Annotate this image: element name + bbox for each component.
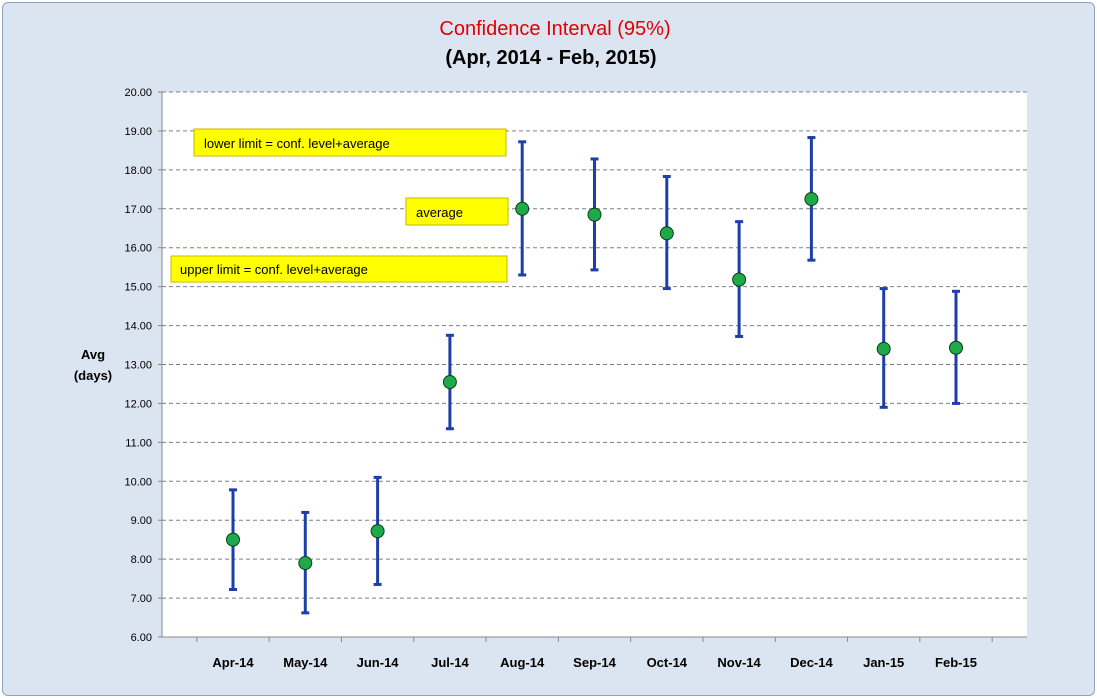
y-tick-label: 14.00 (124, 321, 152, 333)
average-point (659, 226, 674, 241)
average-point (226, 532, 240, 547)
y-tick-label: 10.00 (124, 476, 152, 488)
y-tick-label: 6.00 (131, 632, 152, 644)
x-tick-label: Jan-15 (863, 655, 904, 670)
average-point (804, 192, 819, 207)
y-tick-label: 12.00 (124, 398, 152, 410)
x-tick-labels: Apr-14 May-14 Jun-14 Jul-14 Aug-14 Sep-14 Oct-… (212, 655, 977, 670)
note-upper-limit-box (170, 255, 508, 283)
y-tick-label: 11.00 (125, 437, 152, 449)
x-tick-label: May-14 (283, 655, 328, 670)
y-tick-label: 8.00 (131, 554, 152, 566)
x-tick-label: Dec-14 (790, 655, 833, 670)
x-tick-label: Jul-14 (431, 655, 469, 670)
y-tick-labels: 6.00 7.00 8.00 9.00 10.00 11.00 12.00 13.00 14.0… (124, 87, 152, 644)
average-point (370, 524, 385, 539)
y-axis-label-line2: (days) (74, 368, 112, 383)
y-tick-label: 13.00 (124, 360, 152, 372)
y-axis-label-line1: Avg (81, 347, 105, 362)
x-tick-label: Oct-14 (647, 655, 688, 670)
x-tick-label: Jun-14 (357, 655, 400, 670)
note-average-text: average (416, 205, 463, 220)
axes (158, 91, 1027, 642)
y-tick-label: 16.00 (124, 243, 152, 255)
x-tick-label: Nov-14 (717, 655, 761, 670)
x-tick-label: Apr-14 (212, 655, 254, 670)
note-lower-limit-box (193, 128, 507, 157)
y-tick-label: 18.00 (124, 165, 152, 177)
y-tick-label: 9.00 (131, 515, 152, 527)
average-point (298, 556, 313, 571)
x-tick-label: Sep-14 (573, 655, 616, 670)
average-point (442, 375, 457, 390)
note-upper-limit: upper limit = conf. level+average (170, 255, 508, 283)
note-average: average (405, 197, 509, 226)
note-upper-limit-text: upper limit = conf. level+average (180, 262, 368, 277)
note-lower-limit: lower limit = conf. level+average (193, 128, 507, 157)
note-average-box (405, 197, 509, 226)
average-point (732, 272, 747, 287)
y-tick-label: 20.00 (124, 87, 152, 99)
chart-title: Confidence Interval (95%) (439, 18, 670, 40)
x-tick-label: Feb-15 (935, 655, 977, 670)
average-point (587, 207, 602, 222)
y-tick-label: 17.00 (124, 204, 152, 216)
note-lower-limit-text: lower limit = conf. level+average (204, 136, 390, 151)
x-tick-label: Aug-14 (500, 655, 545, 670)
y-tick-label: 19.00 (124, 126, 152, 138)
average-point (949, 340, 963, 355)
average-point (876, 341, 891, 356)
chart-subtitle: (Apr, 2014 - Feb, 2015) (445, 47, 656, 69)
y-tick-label: 7.00 (131, 593, 152, 605)
average-point (515, 201, 530, 216)
average-points (226, 192, 963, 571)
y-tick-label: 15.00 (124, 282, 152, 294)
